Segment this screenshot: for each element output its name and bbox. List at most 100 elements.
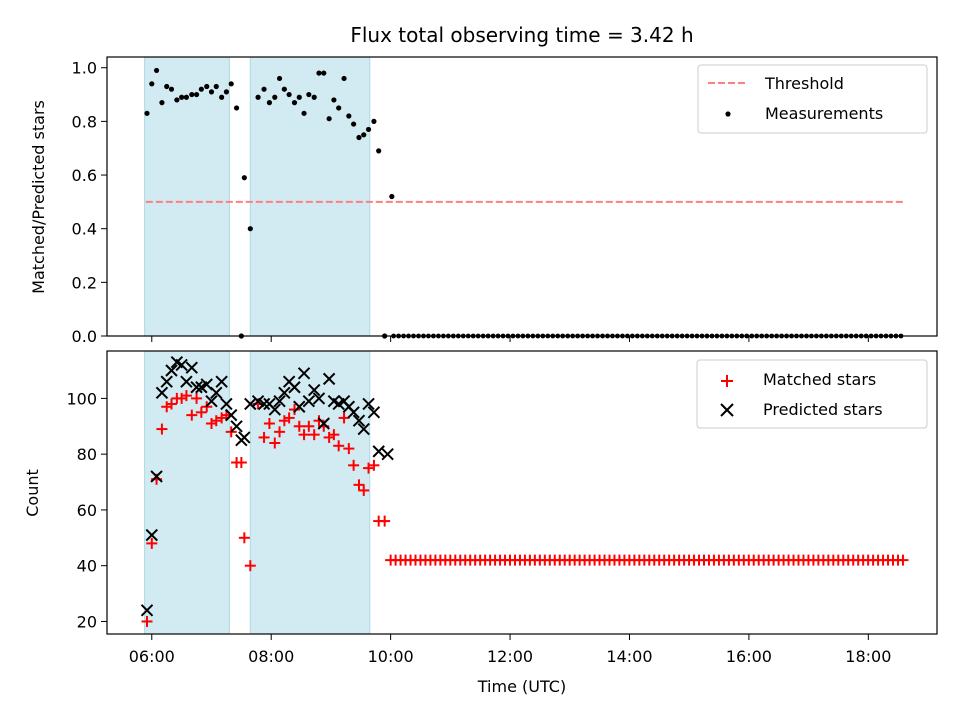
- matched-star-point: [238, 532, 250, 544]
- top-ytick-label: 0.0: [72, 327, 97, 346]
- predicted-star-point: [185, 361, 198, 374]
- predicted-star-point: [372, 445, 385, 458]
- measurement-point: [286, 91, 292, 98]
- predicted-star-point: [140, 604, 154, 617]
- measurement-point: [281, 86, 287, 92]
- legend-threshold-label: Threshold: [764, 74, 844, 93]
- predicted-star-point: [160, 375, 173, 388]
- matched-star-point: [235, 457, 247, 469]
- legend-matched-label: Matched stars: [763, 370, 876, 389]
- predicted-star-point: [150, 470, 163, 483]
- matched-star-point: [244, 560, 256, 572]
- measurement-point: [193, 91, 200, 98]
- matched-star-point: [348, 459, 360, 471]
- measurement-point: [321, 70, 327, 76]
- top-plot-frame: [106, 56, 938, 337]
- predicted-star-point: [220, 397, 233, 411]
- predicted-star-point: [288, 381, 301, 394]
- predicted-star-point: [367, 406, 381, 419]
- predicted-star-point: [278, 386, 291, 400]
- predicted-star-point: [230, 420, 243, 433]
- xtick-label: 06:00: [129, 647, 175, 666]
- top-y-axis-label: Matched/Predicted stars: [29, 100, 48, 294]
- xtick-label: 16:00: [726, 647, 772, 666]
- matched-star-point: [186, 409, 198, 421]
- matched-star-point: [293, 420, 305, 432]
- measurement-point: [153, 67, 160, 74]
- measurement-point: [168, 86, 175, 92]
- measurement-point: [198, 86, 204, 92]
- matched-star-point: [358, 484, 370, 496]
- predicted-star-point: [165, 364, 178, 377]
- predicted-star-point: [175, 358, 188, 372]
- chart-title: Flux total observing time = 3.42 h: [350, 23, 693, 47]
- matched-star-point: [897, 554, 909, 566]
- x-axis-label: Time (UTC): [477, 677, 566, 696]
- measurement-point: [204, 83, 210, 90]
- matched-star-point: [283, 412, 295, 424]
- xtick-label: 08:00: [248, 647, 294, 666]
- matched-star-point: [353, 479, 365, 491]
- matched-star-point: [303, 420, 315, 432]
- predicted-star-point: [145, 528, 158, 542]
- bottom-ytick-label: 40: [77, 557, 97, 576]
- bottom-legend-box: [696, 359, 928, 429]
- measurement-point: [189, 91, 195, 98]
- matched-star-point: [165, 398, 177, 410]
- measurement-point: [365, 126, 372, 133]
- measurement-point: [174, 97, 180, 103]
- measurement-point: [144, 110, 150, 116]
- predicted-star-point: [352, 414, 366, 427]
- measurement-point: [276, 75, 283, 82]
- predicted-star-point: [215, 375, 228, 388]
- bottom-ytick-label: 60: [77, 501, 97, 520]
- xtick-label: 12:00: [487, 647, 533, 666]
- predicted-star-point: [268, 403, 281, 416]
- matched-star-point: [338, 412, 350, 424]
- observing-window-2: [249, 56, 371, 337]
- measurement-point: [149, 81, 155, 87]
- measurement-point: [183, 94, 190, 100]
- top-ytick-label: 0.6: [72, 166, 97, 185]
- observing-window-1: [144, 56, 230, 337]
- measurement-point: [255, 94, 261, 100]
- legend-measurements-label: Measurements: [765, 104, 883, 123]
- predicted-star-point: [257, 397, 271, 411]
- matched-star-point: [333, 440, 345, 452]
- measurement-point: [291, 100, 298, 106]
- predicted-star-point: [357, 422, 370, 436]
- bottom-y-axis-label: Count: [23, 469, 42, 517]
- top-legend-box: [697, 64, 928, 134]
- measurement-point: [179, 94, 185, 100]
- predicted-star-point: [322, 372, 336, 386]
- xtick-label: 10:00: [368, 647, 414, 666]
- bottom-ytick-label: 80: [77, 445, 97, 464]
- predicted-star-point: [297, 367, 311, 380]
- matched-star-point: [195, 406, 207, 418]
- xtick-label: 18:00: [845, 647, 891, 666]
- measurement-point: [306, 91, 312, 98]
- measurement-point: [247, 226, 253, 232]
- matched-star-point: [141, 615, 153, 627]
- predicted-star-point: [244, 397, 257, 411]
- measurement-point: [233, 105, 240, 111]
- matched-star-point: [298, 429, 310, 441]
- measurement-point: [228, 81, 234, 87]
- measurement-point: [241, 175, 247, 181]
- measurement-point: [341, 75, 347, 82]
- measurement-point: [311, 94, 317, 100]
- predicted-star-point: [155, 386, 169, 400]
- top-panel: 0.0 0.2 0.4 0.6 0.8 1.0 Matched/Predicted sta…: [29, 56, 938, 346]
- matched-star-point: [146, 537, 158, 549]
- measurement-point: [371, 118, 377, 124]
- matched-star-point: [156, 423, 168, 435]
- matched-star-point: [258, 431, 270, 443]
- matched-star-point: [263, 417, 275, 429]
- predicted-star-point: [224, 408, 238, 422]
- measurement-point: [356, 134, 362, 141]
- matched-star-point: [269, 437, 281, 449]
- predicted-star-point: [307, 383, 321, 397]
- observing-window-2: [249, 350, 371, 635]
- measurement-point: [336, 105, 342, 111]
